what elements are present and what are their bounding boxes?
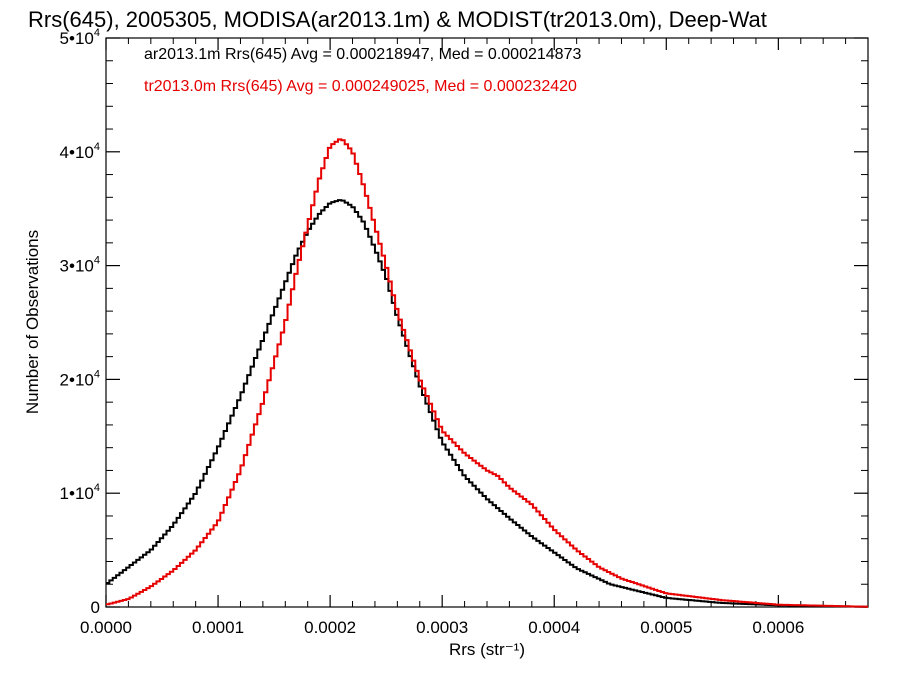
y-tick-label: 5•104	[60, 27, 100, 48]
plot-frame	[105, 37, 869, 608]
series-line-1	[106, 138, 868, 608]
x-tick-label: 0.0006	[752, 618, 804, 637]
y-tick-label: 4•104	[60, 141, 100, 162]
axis-ticks	[105, 37, 868, 608]
y-tick-label: 1•104	[60, 482, 100, 503]
y-axis-tick-labels: 0 1•104 2•104 3•104 4•104 5•104	[60, 27, 100, 617]
y-tick-label: 3•104	[60, 255, 100, 276]
y-tick-label: 2•104	[60, 368, 100, 389]
x-tick-label: 0.0004	[528, 618, 580, 637]
y-tick-label: 0	[91, 598, 100, 617]
x-tick-label: 0.0002	[304, 618, 356, 637]
x-tick-label: 0.0001	[192, 618, 244, 637]
legend-entry-tr2013: tr2013.0m Rrs(645) Avg = 0.000249025, Me…	[144, 78, 577, 95]
series-lines	[106, 138, 868, 608]
x-tick-label: 0.0005	[640, 618, 692, 637]
x-axis-label: Rrs (str⁻¹)	[449, 640, 525, 659]
x-tick-label: 0.0003	[416, 618, 468, 637]
legend-entry-ar2013: ar2013.1m Rrs(645) Avg = 0.000218947, Me…	[144, 46, 581, 63]
y-axis-label: Number of Observations	[23, 230, 42, 414]
x-tick-label: 0.0000	[80, 618, 132, 637]
series-line-0	[106, 199, 868, 608]
chart-title: Rrs(645), 2005305, MODISA(ar2013.1m) & M…	[28, 7, 767, 32]
x-axis-tick-labels: 0.0000 0.0001 0.0002 0.0003 0.0004 0.0005 0.00…	[80, 618, 804, 637]
